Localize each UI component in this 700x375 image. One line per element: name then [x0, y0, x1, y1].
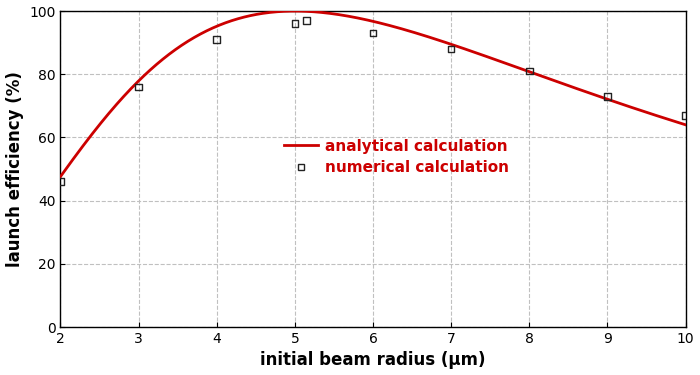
Point: [368, 30, 379, 36]
Point: [680, 112, 691, 118]
Point: [446, 46, 457, 52]
Y-axis label: launch efficiency (%): launch efficiency (%): [6, 71, 24, 267]
Point: [289, 21, 300, 27]
Point: [211, 36, 223, 42]
Point: [524, 68, 535, 74]
Point: [133, 84, 144, 90]
Legend: analytical calculation, numerical calculation: analytical calculation, numerical calcul…: [284, 139, 509, 175]
Point: [602, 93, 613, 99]
Point: [301, 18, 312, 24]
Point: [55, 178, 66, 184]
X-axis label: initial beam radius (μm): initial beam radius (μm): [260, 351, 486, 369]
